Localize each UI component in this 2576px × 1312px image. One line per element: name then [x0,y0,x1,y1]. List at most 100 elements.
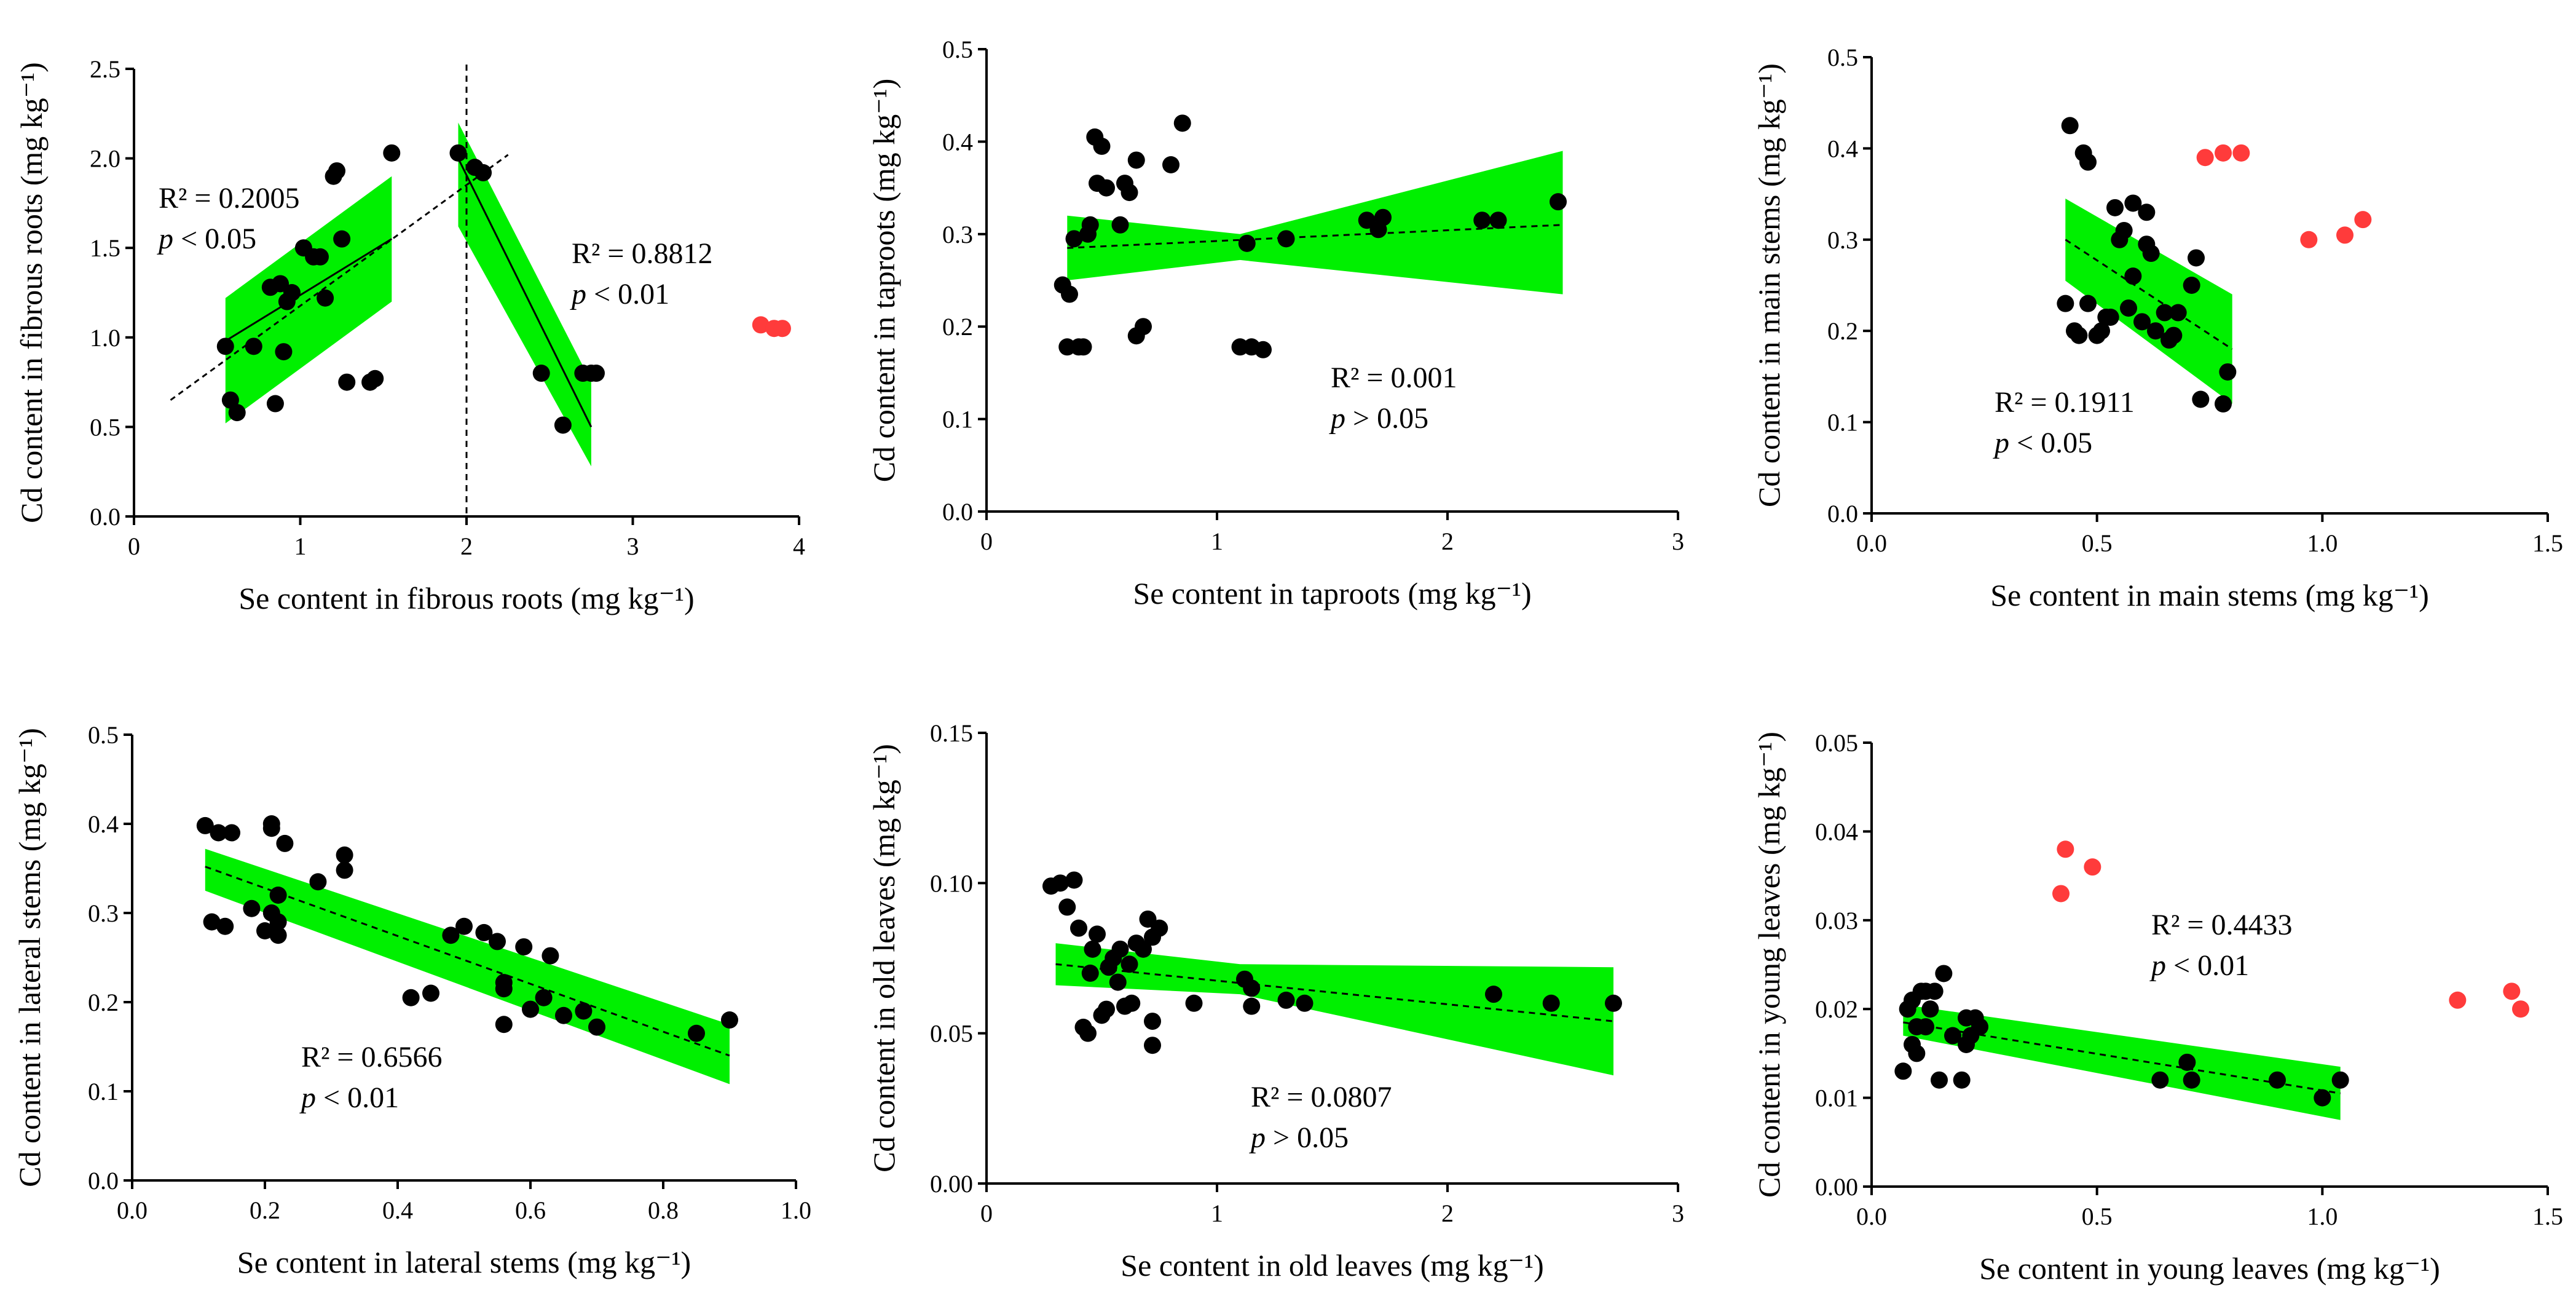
outlier-point [2057,840,2074,858]
r-squared-label: R² = 0.001 [1331,362,1457,394]
data-point [588,1018,605,1036]
data-point [262,820,280,837]
data-point [203,913,221,931]
y-tick-label: 0.5 [1827,44,1858,71]
data-point [1123,994,1141,1012]
confidence-band-fit [1067,151,1563,294]
y-axis-label: Cd content in young leaves (mg kg⁻¹) [1752,732,1786,1198]
data-point [311,248,329,266]
data-point [495,1016,513,1033]
y-tick-label: 0.05 [1815,729,1858,757]
data-point [2133,313,2151,331]
data-point [1081,216,1099,234]
y-tick-label: 0.02 [1815,995,1858,1023]
r-squared-label: R² = 0.6566 [301,1041,442,1073]
data-point [2093,322,2110,340]
outlier-point [752,316,770,334]
data-point [1144,1013,1161,1030]
chart-panel-4: 0.0 0.2 0.4 0.6 0.8 1.0 0.0 0.1 0.2 0.3 0.4 0.5 R² =… [12,721,811,1279]
data-point [442,927,460,944]
data-point [495,980,513,998]
data-point [1971,1018,1988,1036]
data-point [1243,997,1261,1015]
x-tick-label: 0 [980,1199,993,1227]
data-point [1908,1045,1926,1062]
data-point [1084,940,1101,958]
data-point [196,816,214,834]
x-tick-label: 0.0 [117,1196,148,1224]
data-point [554,416,572,434]
data-point [2142,245,2160,263]
data-point [269,887,287,904]
confidence-band-fit [1055,943,1613,1076]
y-tick-label: 0.4 [942,128,973,156]
y-tick-label: 0.15 [930,719,973,747]
outlier-point [2232,144,2250,162]
data-point [1917,1018,1934,1036]
outlier-point [2449,991,2467,1009]
x-tick-label: 1.0 [2307,1203,2338,1230]
data-point [2079,153,2097,171]
data-point [2183,277,2200,294]
data-point [455,917,473,935]
data-point [333,230,351,248]
extended-trend-line [170,154,509,401]
x-tick-label: 1 [294,532,307,560]
data-point [269,913,287,931]
data-point [272,275,290,293]
data-point [366,369,384,387]
y-tick-label: 0.4 [1827,135,1858,162]
x-tick-label: 1 [1211,528,1223,555]
y-tick-label: 1.0 [90,324,120,352]
regression-line-fit-left [224,238,393,342]
p-value-label: p < 0.01 [570,278,669,310]
p-symbol: p [299,1081,316,1114]
data-point [1931,1071,1948,1089]
data-point [2120,299,2137,317]
data-point [1550,193,1567,211]
outlier-point [2300,231,2318,248]
y-tick-label: 0.2 [88,989,119,1016]
x-tick-label: 0 [980,528,993,555]
data-point [2165,326,2183,344]
data-point [1243,979,1261,997]
y-tick-label: 1.5 [90,234,120,262]
data-point [1296,994,1314,1012]
x-tick-label: 0.6 [515,1196,546,1224]
data-point [1127,151,1145,169]
x-axis-label: Se content in fibrous roots (mg kg⁻¹) [238,581,694,615]
outlier-point [2084,858,2101,876]
data-point [269,927,287,944]
data-point [489,933,506,950]
data-point [1277,991,1295,1009]
y-tick-label: 0.5 [88,721,119,749]
data-point [2106,199,2124,216]
data-point [1121,955,1138,973]
data-point [1098,179,1115,197]
regression-line-fit [2065,239,2233,350]
data-point [275,343,293,361]
p-value-text: < 0.01 [586,278,669,310]
y-tick-label: 0.0 [942,498,973,526]
data-point [1139,910,1157,928]
data-point [1151,919,1168,937]
outlier-point [2354,211,2372,229]
outlier-point [773,320,791,338]
data-point [336,861,353,879]
confidence-band-fit [2065,199,2232,404]
y-axis-label: Cd content in taproots (mg kg⁻¹) [867,79,901,483]
chart-panel-6: 0.0 0.5 1.0 1.5 0.00 0.01 0.02 0.03 0.04 0.05 R² =… [1752,729,2563,1286]
y-tick-label: 0.00 [930,1170,973,1198]
p-value-text: < 0.05 [2009,427,2092,459]
x-tick-label: 4 [793,532,805,560]
data-point [2156,304,2173,322]
data-point [1089,925,1106,943]
data-point [535,989,553,1006]
data-point [228,404,246,422]
r-squared-label: R² = 0.0807 [1251,1081,1392,1113]
data-point [283,284,301,301]
data-point [1070,919,1087,937]
x-tick-label: 0.5 [2082,1203,2113,1230]
p-value-text: > 0.05 [1266,1121,1349,1154]
p-value-text: > 0.05 [1345,402,1428,435]
